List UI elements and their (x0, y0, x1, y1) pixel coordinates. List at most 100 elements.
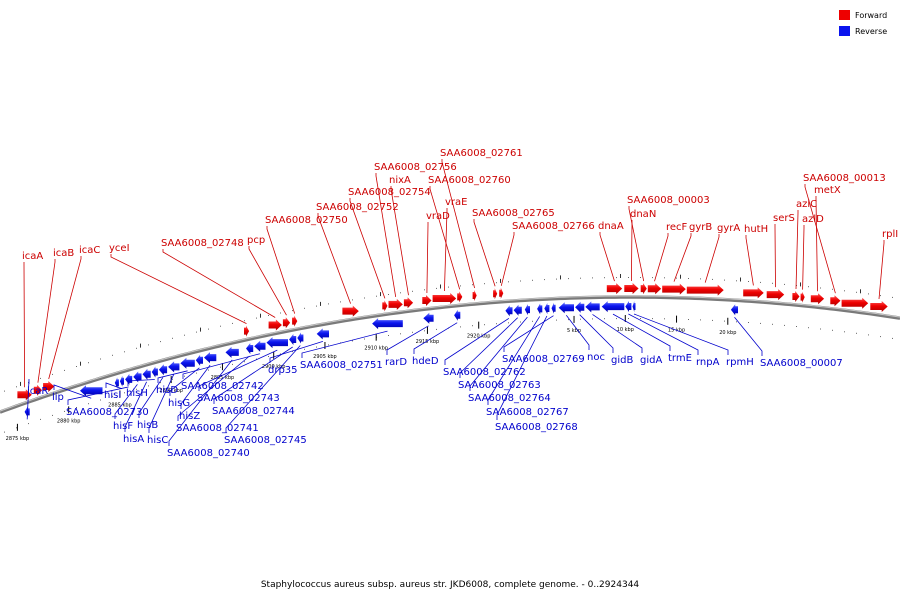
reverse-gene[interactable]: SAA6008_02763 (458, 304, 541, 391)
gene-arrow[interactable] (292, 315, 298, 327)
reverse-gene[interactable]: trmE (601, 301, 692, 364)
gene-arrow[interactable] (225, 346, 239, 358)
reverse-gene[interactable]: SAA6008_02768 (495, 303, 578, 433)
gene-arrow[interactable] (158, 364, 168, 376)
gene-arrow[interactable] (133, 371, 142, 383)
reverse-gene[interactable]: hisG (168, 354, 203, 409)
forward-gene[interactable]: azlC (792, 199, 817, 302)
gene-arrow[interactable] (662, 283, 686, 295)
forward-gene[interactable]: vraD (422, 211, 450, 306)
gene-arrow[interactable] (244, 325, 250, 337)
reverse-gene[interactable]: rnpA (625, 301, 720, 368)
gene-arrow[interactable] (125, 373, 133, 385)
gene-arrow[interactable] (830, 295, 841, 307)
forward-gene[interactable]: icaC (43, 245, 100, 392)
gene-arrow[interactable] (640, 283, 647, 295)
gene-arrow[interactable] (423, 312, 434, 324)
gene-arrow[interactable] (151, 366, 158, 378)
reverse-gene[interactable]: SAA6008_02764 (468, 304, 551, 404)
gene-arrow[interactable] (505, 305, 513, 317)
forward-gene[interactable]: metX (810, 185, 841, 305)
forward-gene[interactable]: SAA6008_02761 (440, 148, 523, 301)
gene-arrow[interactable] (388, 298, 403, 310)
gene-arrow[interactable] (870, 301, 888, 312)
gene-arrow[interactable] (766, 289, 785, 301)
forward-gene[interactable] (841, 297, 869, 309)
forward-gene[interactable]: hutH (743, 224, 768, 299)
gene-arrow[interactable] (513, 304, 522, 316)
forward-gene[interactable]: SAA6008_02750 (265, 215, 348, 327)
gene-arrow[interactable] (537, 303, 543, 315)
gene-arrow[interactable] (686, 284, 724, 296)
reverse-gene[interactable]: SAA6008_00007 (730, 304, 843, 369)
reverse-gene[interactable]: hisA (123, 368, 151, 445)
forward-gene[interactable]: pcp (247, 235, 291, 329)
reverse-gene[interactable]: gidA (585, 301, 662, 366)
gene-arrow[interactable] (606, 283, 623, 295)
gene-arrow[interactable] (601, 301, 625, 313)
forward-gene[interactable]: icaA (17, 251, 43, 401)
reverse-gene[interactable]: SAA6008_02741 (176, 343, 259, 434)
gene-arrow[interactable] (80, 385, 103, 397)
gene-arrow[interactable] (730, 304, 738, 316)
gene-arrow[interactable] (841, 297, 869, 309)
reverse-gene[interactable]: rarD (385, 312, 434, 368)
reverse-gene[interactable]: hisI (104, 375, 124, 401)
reverse-gene[interactable]: SAA6008_02743 (197, 337, 288, 404)
forward-gene[interactable]: SAA6008_02766 (499, 221, 595, 299)
gene-arrow[interactable] (282, 317, 291, 329)
reverse-gene[interactable]: rpmH (632, 301, 754, 368)
gene-arrow[interactable] (457, 291, 463, 303)
gene-arrow[interactable] (289, 334, 297, 345)
forward-gene[interactable]: SAA6008_02765 (472, 208, 555, 300)
gene-arrow[interactable] (114, 377, 119, 389)
forward-gene[interactable]: azlD (800, 214, 825, 303)
gene-arrow[interactable] (422, 295, 432, 306)
reverse-gene[interactable]: hisF (113, 371, 142, 432)
gene-arrow[interactable] (647, 283, 662, 295)
gene-arrow[interactable] (382, 300, 388, 312)
forward-gene[interactable]: dnaN (624, 209, 656, 294)
reverse-gene[interactable]: hisB (137, 364, 168, 431)
reverse-gene[interactable]: hisC (147, 361, 180, 446)
reverse-gene[interactable]: SAA6008_02745 (224, 332, 307, 447)
gene-arrow[interactable] (432, 293, 457, 304)
reverse-gene[interactable]: hdeD (412, 309, 461, 367)
gene-arrow[interactable] (810, 293, 825, 305)
gene-arrow[interactable] (119, 375, 124, 387)
gene-arrow[interactable] (180, 357, 195, 369)
gene-arrow[interactable] (142, 368, 151, 380)
gene-arrow[interactable] (33, 384, 42, 396)
gene-arrow[interactable] (585, 301, 600, 313)
reverse-gene[interactable] (114, 377, 119, 389)
gene-arrow[interactable] (254, 340, 266, 352)
gene-arrow[interactable] (499, 287, 504, 299)
forward-gene[interactable]: yceI (109, 243, 250, 337)
forward-gene[interactable]: gyrB (662, 222, 712, 295)
reverse-gene[interactable]: SAA6008_02744 (212, 334, 297, 417)
gene-arrow[interactable] (268, 319, 282, 331)
gene-arrow[interactable] (266, 337, 289, 349)
forward-gene[interactable]: serS (766, 213, 795, 301)
forward-gene[interactable]: dnaA (598, 221, 624, 295)
reverse-gene[interactable]: SAA6008_02751 (300, 318, 403, 371)
gene-arrow[interactable] (624, 283, 639, 294)
forward-gene[interactable]: SAA6008_02754 (348, 187, 431, 312)
gene-arrow[interactable] (246, 343, 254, 354)
forward-gene[interactable]: gyrA (686, 223, 741, 296)
forward-gene[interactable]: icaB (33, 248, 75, 396)
reverse-gene[interactable]: SAA6008_02740 (167, 346, 250, 459)
gene-arrow[interactable] (454, 309, 461, 321)
forward-gene[interactable]: vraE (432, 197, 468, 304)
reverse-gene[interactable]: icaR (24, 378, 49, 420)
gene-arrow[interactable] (524, 304, 530, 316)
reverse-gene[interactable]: hisZ (179, 352, 217, 422)
gene-arrow[interactable] (493, 288, 498, 300)
gene-arrow[interactable] (195, 354, 203, 366)
gene-arrow[interactable] (800, 291, 805, 303)
reverse-gene[interactable]: SAA6008_02742 (181, 340, 266, 392)
reverse-gene[interactable]: SAA6008_02730 (66, 373, 149, 418)
reverse-gene[interactable]: hisH (126, 366, 158, 400)
reverse-gene[interactable]: hisD (156, 357, 195, 396)
forward-gene[interactable]: nixA (389, 175, 414, 309)
